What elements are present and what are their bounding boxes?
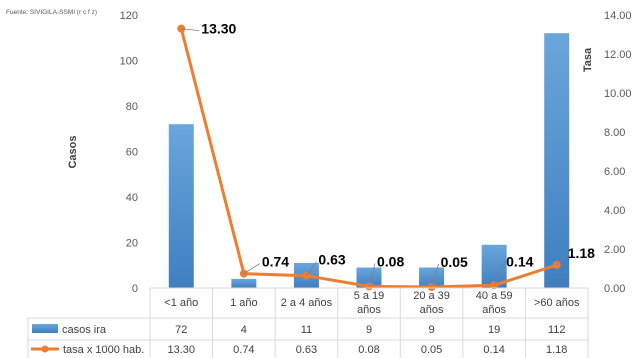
y-tick-label: 20 (126, 238, 138, 250)
table-cell-cases: 9 (429, 324, 435, 336)
table-cell-cases: 9 (366, 324, 372, 336)
y-tick-label: 100 (120, 56, 138, 68)
y2-tick-label: 12.00 (604, 49, 632, 61)
table-cell-rate: 1.18 (546, 344, 567, 356)
table-cell-cases: 4 (241, 324, 247, 336)
y2-axis-title: Tasa (582, 47, 594, 72)
data-labels: 13.30 0.74 0.63 0.08 0.05 0.14 1.18 (181, 21, 595, 288)
table-cell-cases: 19 (488, 324, 500, 336)
table-cell-rate: 13.30 (168, 344, 196, 356)
x-tick-label: años (420, 304, 444, 316)
rate-data-label: 0.05 (441, 254, 468, 270)
bar (356, 267, 382, 288)
x-tick-label: <1 año (164, 297, 198, 309)
legend-key-point (41, 345, 49, 353)
rate-data-label: 0.63 (318, 252, 345, 268)
rate-data-label: 0.08 (377, 253, 404, 269)
label-leader (368, 263, 376, 287)
axes: 0 20 40 60 80 100 120 0.00 2.00 4.00 6.00 8.00 10.00… (67, 10, 632, 295)
table-cell-rate: 0.74 (233, 344, 254, 356)
table-cell-cases: 11 (301, 324, 312, 336)
table-cell-rate: 0.14 (483, 344, 504, 356)
x-tick-label: años (482, 304, 506, 316)
legend-label-bars: casos ira (62, 324, 107, 336)
rate-data-label: 1.18 (568, 245, 595, 261)
x-tick-label: 20 a 39 (413, 290, 450, 302)
y2-tick-label: 10.00 (604, 88, 632, 100)
legend-key-bars (32, 324, 58, 333)
x-tick-label: 40 a 59 (476, 290, 513, 302)
y2-tick-label: 14.00 (604, 10, 632, 22)
y2-tick-label: 6.00 (604, 166, 625, 178)
table-cell-rate: 0.05 (421, 344, 442, 356)
label-leader (431, 263, 439, 288)
y-axis-title: Casos (67, 135, 79, 168)
label-leader (306, 261, 317, 276)
label-leader (243, 263, 261, 274)
legend-label-line: tasa x 1000 hab. (63, 344, 144, 356)
rate-data-label: 0.74 (262, 254, 289, 270)
label-leader (556, 254, 567, 266)
x-tick-label: 1 año (230, 297, 258, 309)
bars (168, 33, 570, 289)
y2-tick-label: 0.00 (604, 283, 625, 295)
label-leader (181, 28, 200, 32)
y-tick-label: 80 (126, 101, 138, 113)
rate-data-label: 0.14 (506, 253, 533, 269)
y2-tick-label: 8.00 (604, 127, 625, 139)
bar (419, 267, 445, 288)
x-tick-label: años (357, 304, 381, 316)
table-cell-rate: 0.08 (358, 344, 379, 356)
y-tick-label: 120 (120, 10, 138, 22)
x-tick-label: >60 años (534, 297, 580, 309)
bar (168, 124, 194, 288)
table-cell-cases: 112 (548, 324, 566, 336)
y2-tick-label: 4.00 (604, 205, 625, 217)
y-tick-label: 40 (126, 192, 138, 204)
x-tick-label: 5 a 19 (354, 290, 385, 302)
x-tick-label: 2 a 4 años (281, 297, 333, 309)
label-leader (493, 263, 505, 286)
bar (544, 33, 570, 289)
y-tick-label: 60 (126, 147, 138, 159)
table-cell-cases: 72 (175, 324, 187, 336)
source-note: Fuente: SIVIGILA-SSMI (r c f z) (6, 9, 98, 16)
rate-data-label: 13.30 (201, 21, 236, 37)
data-table: <1 año 1 año 2 a 4 años 5 a 19 años 20 a 39 añ… (27, 288, 589, 358)
table-cell-rate: 0.63 (296, 344, 317, 356)
y2-tick-label: 2.00 (604, 244, 625, 256)
y-tick-label: 0 (132, 283, 138, 295)
bar (231, 278, 257, 288)
